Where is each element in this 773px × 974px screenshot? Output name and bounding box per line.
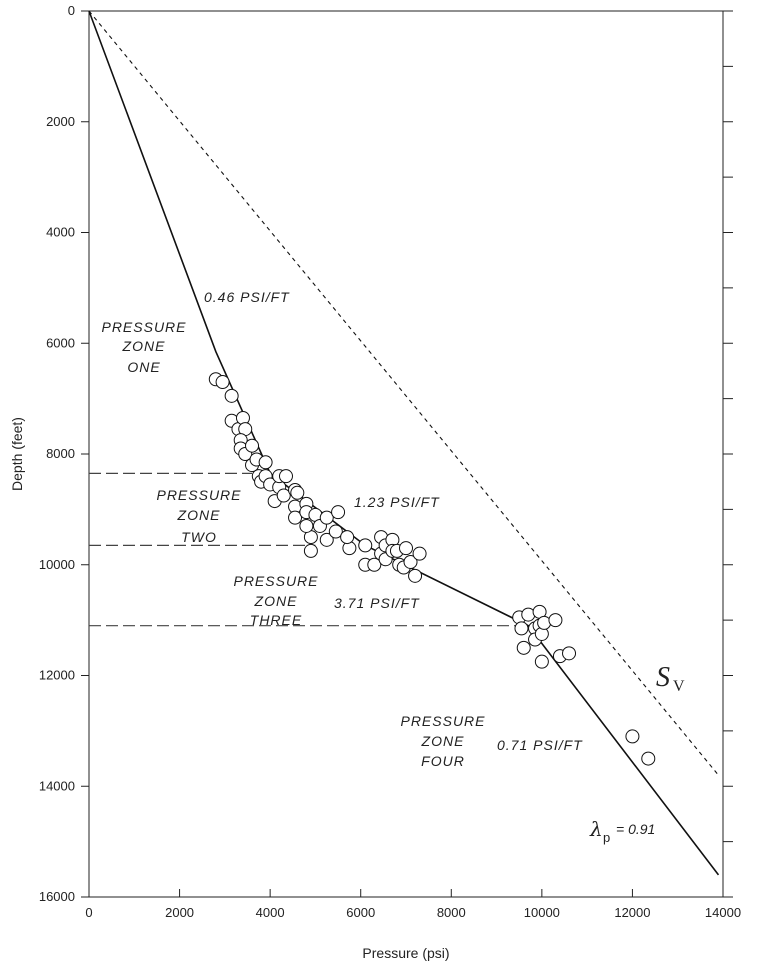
y-tick-label-8000: 8000: [46, 446, 75, 461]
data-point-21: [276, 488, 291, 503]
data-point-59: [521, 607, 536, 622]
zone-four-label: PRESSURE ZONE FOUR: [400, 713, 485, 769]
x-tick-label-12000: 12000: [614, 905, 650, 920]
axis-ticks: [81, 10, 733, 898]
data-point-25: [290, 485, 305, 500]
data-point-66: [537, 615, 552, 630]
y-tick-label-6000: 6000: [46, 335, 75, 350]
data-point-37: [331, 505, 346, 520]
zone-three-line-2: ZONE: [254, 593, 298, 609]
x-tick-label-14000: 14000: [705, 905, 741, 920]
zone-four-line-1: PRESSURE: [400, 713, 485, 729]
x-tick-label-6000: 6000: [346, 905, 375, 920]
x-tick-label-0: 0: [85, 905, 92, 920]
data-points: [208, 372, 656, 766]
zone-one-line-1: PRESSURE: [101, 319, 186, 335]
data-point-15: [258, 455, 273, 470]
data-point-39: [340, 530, 355, 545]
y-tick-label-10000: 10000: [39, 557, 75, 572]
data-point-65: [534, 654, 549, 669]
zone-three-line-1: PRESSURE: [233, 573, 318, 589]
lambda-value: = 0.91: [616, 821, 655, 837]
y-tick-label-14000: 14000: [39, 778, 75, 793]
data-point-70: [625, 729, 640, 744]
gradient-label-1: 0.46 PSI/FT: [204, 289, 290, 305]
data-point-69: [562, 646, 577, 661]
zone-two-line-3: TWO: [181, 529, 217, 545]
tick-labels: 0 2000 4000 6000 8000 10000 12000 14000 0 2000 400…: [39, 3, 741, 920]
data-point-31: [303, 543, 318, 558]
y-tick-label-16000: 16000: [39, 889, 75, 904]
zone-three-label: PRESSURE ZONE THREE: [233, 573, 318, 628]
data-point-22: [278, 469, 293, 484]
zone-two-line-1: PRESSURE: [156, 487, 241, 503]
y-tick-label-4000: 4000: [46, 225, 75, 240]
sv-label: S V: [656, 662, 685, 695]
zone-four-line-2: ZONE: [421, 733, 465, 749]
data-point-52: [399, 541, 413, 556]
y-tick-label-12000: 12000: [39, 668, 75, 683]
data-point-58: [516, 640, 531, 655]
x-tick-label-2000: 2000: [165, 905, 194, 920]
data-point-1: [215, 375, 230, 390]
data-point-57: [514, 621, 529, 636]
zone-four-line-3: FOUR: [421, 753, 465, 769]
zone-two-label: PRESSURE ZONE TWO: [156, 487, 241, 545]
data-point-40: [358, 538, 373, 553]
lambda-subscript: p: [603, 830, 610, 845]
sv-label-main: S: [656, 662, 670, 693]
data-point-34: [319, 510, 334, 525]
zone-one-line-3: ONE: [127, 359, 160, 375]
data-point-54: [408, 568, 423, 583]
lambda-symbol: λ: [589, 817, 603, 841]
x-tick-label-4000: 4000: [256, 905, 285, 920]
lambda-label: λ p = 0.91: [589, 817, 655, 845]
x-axis-label: Pressure (psi): [362, 945, 449, 961]
data-point-2: [224, 388, 239, 403]
y-axis-label: Depth (feet): [9, 417, 25, 491]
zone-two-line-2: ZONE: [177, 507, 221, 523]
gradient-label-4: 0.71 PSI/FT: [497, 737, 583, 753]
y-tick-label-0: 0: [68, 3, 75, 18]
data-point-42: [367, 557, 382, 572]
data-point-55: [412, 546, 427, 561]
data-point-10: [245, 438, 260, 453]
zone-boundaries: [89, 472, 524, 627]
data-point-67: [548, 613, 563, 628]
data-point-53: [403, 554, 418, 569]
plot-frame: [88, 10, 724, 898]
zone-one-label: PRESSURE ZONE ONE: [101, 319, 186, 375]
data-point-36: [328, 524, 343, 539]
zone-one-line-2: ZONE: [122, 338, 166, 354]
data-point-26: [288, 510, 303, 525]
gradient-label-2: 1.23 PSI/FT: [354, 494, 440, 510]
zone-three-line-3: THREE: [250, 612, 302, 628]
x-tick-label-10000: 10000: [524, 905, 560, 920]
pressure-trend-line: [88, 10, 720, 876]
sv-label-sub: V: [673, 678, 685, 695]
data-point-30: [299, 518, 314, 533]
overburden-sv-line: [88, 10, 719, 776]
trend-lines: [88, 10, 720, 876]
y-tick-label-2000: 2000: [46, 114, 75, 129]
gradient-label-3: 3.71 PSI/FT: [334, 595, 420, 611]
x-tick-label-8000: 8000: [437, 905, 466, 920]
data-point-35: [319, 532, 334, 547]
data-point-71: [641, 751, 656, 766]
